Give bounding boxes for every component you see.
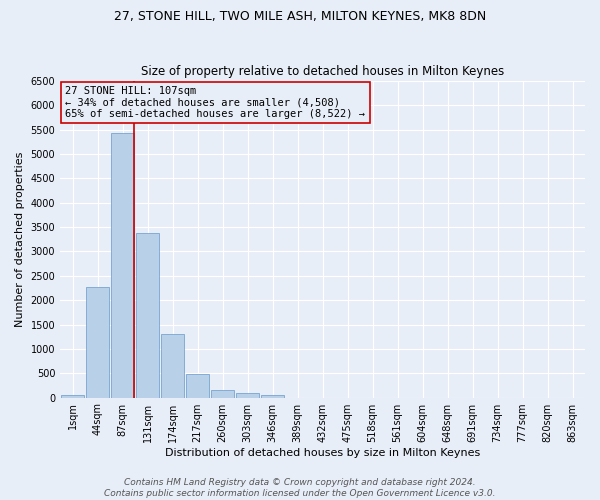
Bar <box>262 394 284 398</box>
Bar <box>187 374 209 398</box>
Text: 27, STONE HILL, TWO MILE ASH, MILTON KEYNES, MK8 8DN: 27, STONE HILL, TWO MILE ASH, MILTON KEY… <box>114 10 486 23</box>
X-axis label: Distribution of detached houses by size in Milton Keynes: Distribution of detached houses by size … <box>165 448 480 458</box>
Bar <box>211 390 234 398</box>
Bar <box>61 394 84 398</box>
Y-axis label: Number of detached properties: Number of detached properties <box>15 152 25 327</box>
Bar <box>86 286 109 398</box>
Bar <box>236 393 259 398</box>
Bar <box>161 334 184 398</box>
Bar <box>136 233 159 398</box>
Text: Contains HM Land Registry data © Crown copyright and database right 2024.
Contai: Contains HM Land Registry data © Crown c… <box>104 478 496 498</box>
Bar <box>112 132 134 398</box>
Title: Size of property relative to detached houses in Milton Keynes: Size of property relative to detached ho… <box>141 66 504 78</box>
Text: 27 STONE HILL: 107sqm
← 34% of detached houses are smaller (4,508)
65% of semi-d: 27 STONE HILL: 107sqm ← 34% of detached … <box>65 86 365 119</box>
